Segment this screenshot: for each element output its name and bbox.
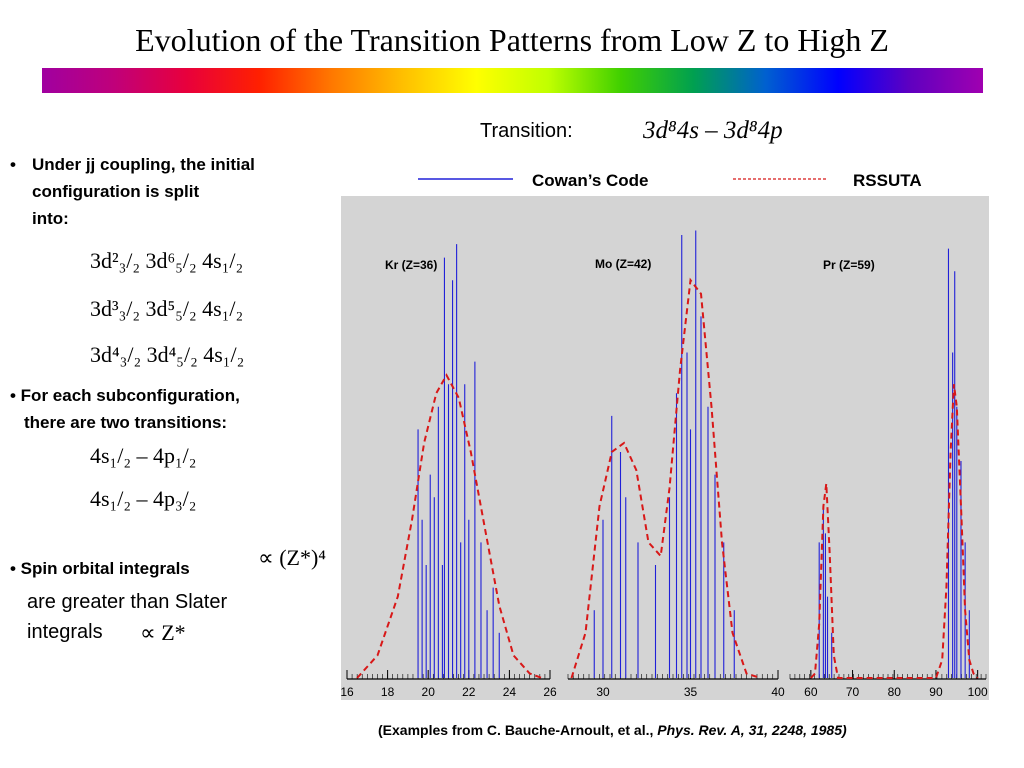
legend-rssuta-swatch bbox=[733, 178, 828, 180]
tick-label: 30 bbox=[596, 685, 610, 699]
bullet3-math2: ∝ Z* bbox=[140, 620, 186, 645]
spectra-panel: 16 18 20 22 24 26 Kr (Z=36) 30 35 40 Mo (Z=42) 60 70… bbox=[341, 196, 989, 700]
tick-label: 90 bbox=[929, 685, 943, 699]
bullet3-line3: integrals bbox=[27, 621, 103, 643]
rainbow-bar bbox=[42, 68, 983, 93]
tick-label: 18 bbox=[381, 685, 395, 699]
config-2: 3d³₃/₂ 3d⁵₅/₂ 4s₁/₂ bbox=[90, 296, 244, 321]
bullet2-line1: • For each subconfiguration, bbox=[10, 386, 240, 405]
tick-label: 26 bbox=[543, 685, 557, 699]
slide-title: Evolution of the Transition Patterns fro… bbox=[135, 22, 889, 58]
tick-label: 16 bbox=[341, 685, 354, 699]
transition-2: 4s₁/₂ – 4p₃/₂ bbox=[90, 486, 197, 511]
element-label: Pr (Z=59) bbox=[823, 258, 875, 272]
bullet3-line2: are greater than Slater bbox=[27, 591, 228, 613]
tick-label: 100 bbox=[968, 685, 988, 699]
legend-cowan-swatch bbox=[418, 178, 513, 180]
rssuta-curve bbox=[810, 384, 979, 679]
transition-1: 4s₁/₂ – 4p₁/₂ bbox=[90, 443, 197, 468]
tick-label: 40 bbox=[771, 685, 785, 699]
config-1: 3d²₃/₂ 3d⁶₅/₂ 4s₁/₂ bbox=[90, 248, 244, 273]
tick-label: 70 bbox=[846, 685, 860, 699]
config-3: 3d⁴₃/₂ 3d⁴₅/₂ 4s₁/₂ bbox=[90, 342, 245, 367]
transition-formula: 3d⁸4s – 3d⁸4p bbox=[643, 117, 783, 144]
element-label: Kr (Z=36) bbox=[385, 258, 437, 272]
bullet2-line2: there are two transitions: bbox=[24, 413, 228, 432]
bullet3-math: ∝ (Z*)⁴ bbox=[258, 545, 326, 570]
citation: (Examples from C. Bauche-Arnoult, et al.… bbox=[378, 722, 847, 738]
rssuta-curve bbox=[356, 373, 543, 679]
transition-label: Transition: bbox=[480, 120, 573, 142]
bullet1-line3: into: bbox=[32, 209, 69, 228]
bullet3-label: • Spin orbital integrals bbox=[10, 559, 190, 578]
element-label: Mo (Z=42) bbox=[595, 257, 651, 271]
tick-label: 35 bbox=[684, 685, 698, 699]
bullet1-marker: • bbox=[10, 155, 16, 174]
tick-label: 24 bbox=[503, 685, 517, 699]
bullet1-line2: configuration is split bbox=[32, 182, 200, 201]
bullet1-line1: Under jj coupling, the initial bbox=[32, 155, 255, 174]
citation-plain: (Examples from C. Bauche-Arnoult, et al.… bbox=[378, 722, 658, 738]
legend-cowan-label: Cowan’s Code bbox=[532, 171, 649, 190]
legend-rssuta-label: RSSUTA bbox=[853, 171, 922, 190]
tick-label: 80 bbox=[888, 685, 902, 699]
tick-label: 22 bbox=[462, 685, 476, 699]
tick-label: 60 bbox=[804, 685, 818, 699]
tick-label: 20 bbox=[422, 685, 436, 699]
rssuta-curve bbox=[570, 277, 761, 679]
citation-journal: Phys. Rev. A, 31, 2248, 1985) bbox=[657, 722, 847, 738]
